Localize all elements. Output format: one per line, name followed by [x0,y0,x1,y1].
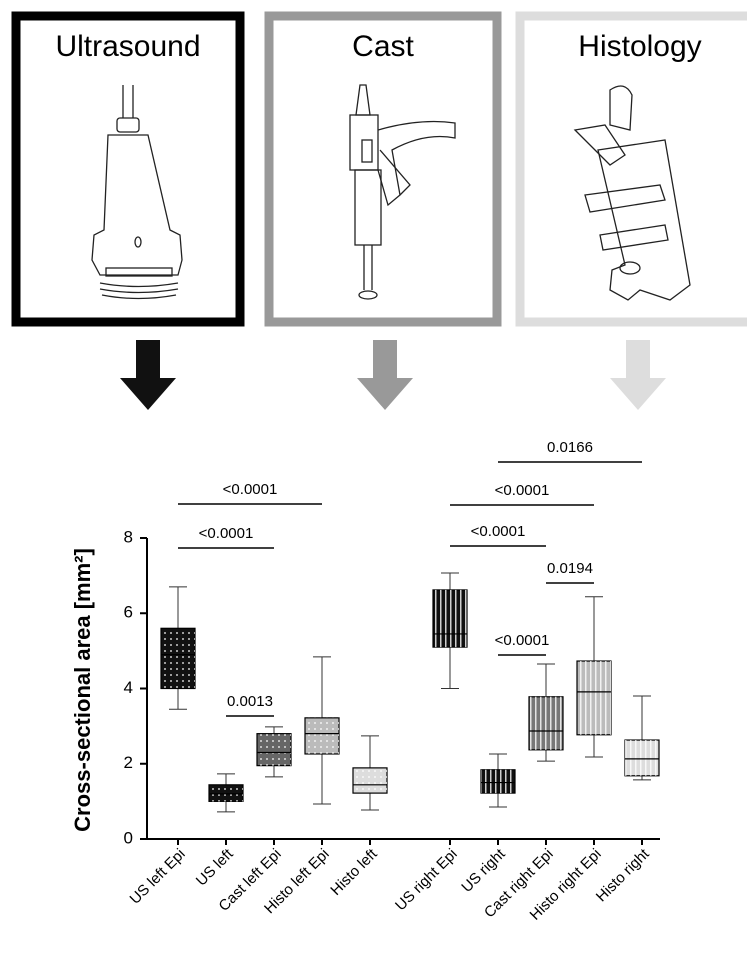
x-tick-label: US right Epi [392,846,461,915]
y-tick-label: 2 [124,753,133,772]
y-tick-label: 0 [124,828,133,847]
x-tick-label: US left [193,845,237,889]
p-value-label: 0.0013 [227,693,273,710]
p-value-label: <0.0001 [199,525,254,542]
box [625,740,659,776]
box [433,590,467,647]
box [353,768,387,793]
panel-title: Ultrasound [55,30,200,63]
box [257,734,291,766]
y-tick-label: 8 [124,527,133,546]
y-tick-label: 6 [124,603,133,622]
x-tick-label: Histo left [327,845,381,899]
p-value-label: 0.0166 [547,439,593,456]
panel-title: Histology [578,30,701,63]
arrow [610,340,666,410]
arrow [120,340,176,410]
box [209,785,243,802]
box [481,770,515,793]
y-tick-label: 4 [124,678,133,697]
arrow [357,340,413,410]
x-tick-label: US left Epi [126,846,188,908]
p-value-label: <0.0001 [495,482,550,499]
box [529,697,563,750]
p-value-label: <0.0001 [471,523,526,540]
p-value-label: 0.0194 [547,560,593,577]
figure: Ultrasound Cast Histology Cross-sectiona… [0,0,747,955]
box [161,628,195,688]
box [305,718,339,754]
p-value-label: <0.0001 [495,632,550,649]
panel-title: Cast [352,30,414,63]
p-value-label: <0.0001 [223,481,278,498]
x-tick-label: Histo right [593,845,653,905]
box [577,661,611,735]
y-axis-label: Cross-sectional area [mm²] [70,548,95,832]
